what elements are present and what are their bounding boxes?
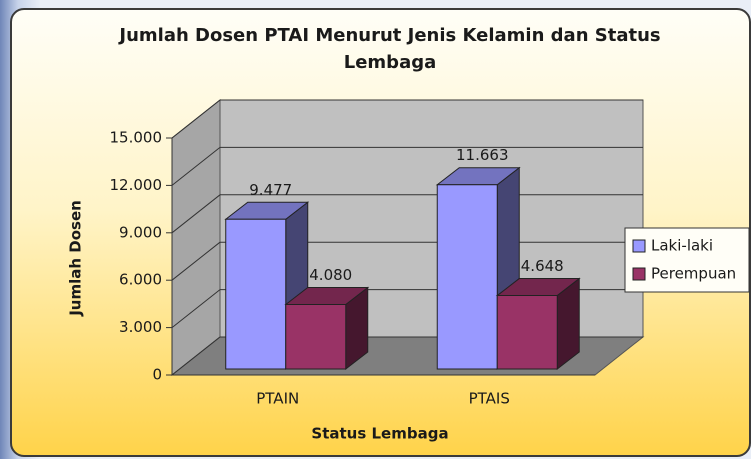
legend-swatch (632, 239, 646, 253)
grid-line (171, 289, 221, 328)
y-tick-label: 6.000 (119, 271, 162, 289)
grid-line (171, 99, 221, 139)
data-label: 11.663 (456, 146, 509, 164)
grid-line (171, 147, 221, 186)
legend (624, 227, 750, 293)
bar-front (285, 304, 347, 370)
y-tick-label: 12.000 (110, 176, 163, 194)
side-wall (171, 98, 221, 377)
y-tick-label: 15.000 (110, 129, 163, 147)
bar (495, 277, 581, 371)
legend-label: Perempuan (651, 265, 736, 283)
y-tick-label: 9.000 (119, 223, 162, 241)
bar (284, 286, 370, 371)
bar-front (496, 295, 558, 370)
bar-front (225, 218, 287, 370)
grid-line (171, 241, 221, 281)
x-tick-label: PTAIN (256, 390, 299, 408)
grid-line (171, 194, 221, 234)
legend-label: Laki-laki (651, 237, 713, 255)
bar (224, 201, 310, 371)
data-label: 9.477 (249, 181, 292, 199)
grid-line (171, 336, 221, 376)
y-tick-label: 3.000 (119, 318, 162, 336)
bar-front (436, 184, 498, 370)
y-axis-label: Jumlah Dosen (67, 200, 85, 317)
x-tick-label: PTAIS (469, 390, 510, 408)
x-axis-label: Status Lembaga (311, 425, 448, 443)
data-label: 4.648 (521, 257, 564, 275)
data-label: 4.080 (309, 266, 352, 284)
chart-title: Jumlah Dosen PTAI Menurut Jenis Kelamin … (119, 25, 661, 73)
y-tick-label: 0 (152, 366, 162, 384)
legend-swatch (632, 267, 646, 281)
